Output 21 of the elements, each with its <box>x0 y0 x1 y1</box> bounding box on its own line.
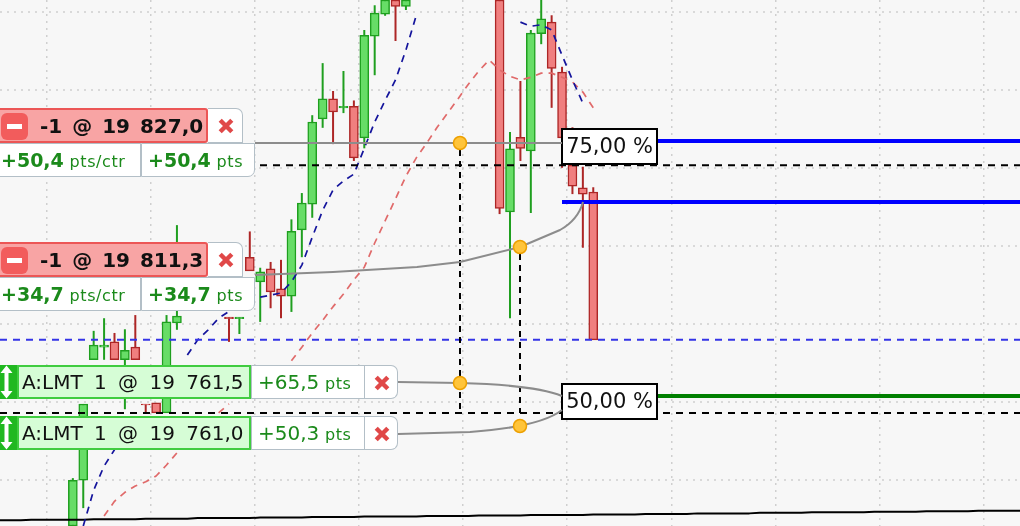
annotation: +34,7 pts/ctr <box>1 283 126 305</box>
candlestick <box>536 0 547 46</box>
annotation: 75,00 % <box>566 133 653 158</box>
candlestick <box>317 62 328 129</box>
candlestick <box>578 165 588 249</box>
annotation: +65,5 pts <box>258 370 352 394</box>
annotation: -1 @ 19 811,3 <box>40 247 204 274</box>
candlestick <box>244 230 255 272</box>
candlestick <box>109 331 120 361</box>
annotation: 50,00 % <box>566 389 653 414</box>
candlestick <box>390 0 401 43</box>
annotation: +50,4 pts <box>148 149 244 171</box>
candlestick <box>88 329 99 361</box>
annotation: +50,4 pts/ctr <box>1 149 126 171</box>
candlestick <box>130 314 141 361</box>
annotation: A:LMT 1 @ 19 761,5 <box>22 370 244 394</box>
annotation: A:LMT 1 @ 19 761,0 <box>22 421 244 445</box>
annotation: +50,3 pts <box>258 421 352 445</box>
annotation: +34,7 pts <box>148 283 244 305</box>
annotation: -1 @ 19 827,0 <box>40 113 204 140</box>
candlestick <box>265 260 276 310</box>
